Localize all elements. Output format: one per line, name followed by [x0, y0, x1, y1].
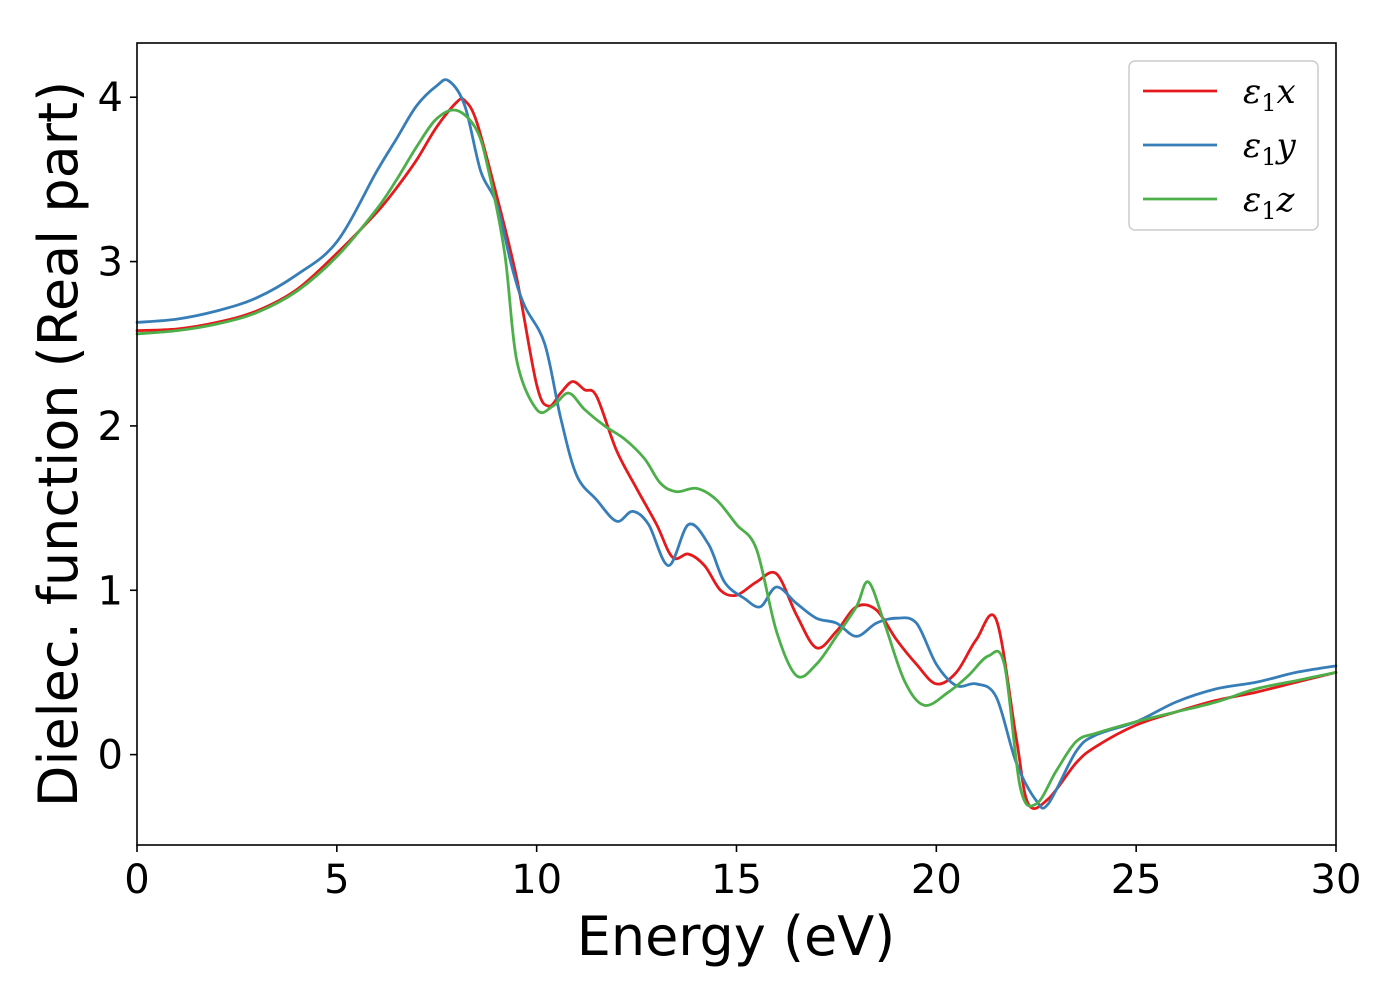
- y-axis-ticks: 0 1 2 3 4: [98, 75, 137, 779]
- x-tick-label: 15: [711, 857, 762, 903]
- legend: ε1x ε1y ε1z: [1128, 60, 1319, 231]
- x-axis-ticks: 0 5 10 15 20 25 30: [124, 845, 1361, 903]
- y-tick-label: 3: [98, 240, 123, 286]
- legend-box: [1128, 60, 1319, 231]
- x-tick-label: 5: [324, 857, 349, 903]
- legend-label-y: ε1y: [1243, 126, 1297, 171]
- y-tick-label: 4: [98, 75, 123, 121]
- x-tick-label: 20: [911, 857, 962, 903]
- x-axis-label: Energy (eV): [577, 905, 896, 968]
- legend-label-x: ε1x: [1243, 72, 1296, 117]
- x-tick-label: 10: [511, 857, 562, 903]
- legend-label-z: ε1z: [1243, 180, 1296, 225]
- y-axis-label: Dielec. function (Real part): [27, 81, 90, 807]
- y-tick-label: 0: [98, 733, 123, 779]
- series-line-y: [135, 78, 1338, 810]
- legend-entries: ε1x ε1y ε1z: [1143, 72, 1297, 225]
- x-tick-label: 0: [124, 857, 149, 903]
- series-line-z: [135, 108, 1338, 808]
- x-tick-label: 30: [1311, 857, 1362, 903]
- y-tick-label: 1: [98, 568, 123, 614]
- series-layer: [135, 78, 1338, 810]
- y-tick-label: 2: [98, 404, 123, 450]
- x-tick-label: 25: [1111, 857, 1162, 903]
